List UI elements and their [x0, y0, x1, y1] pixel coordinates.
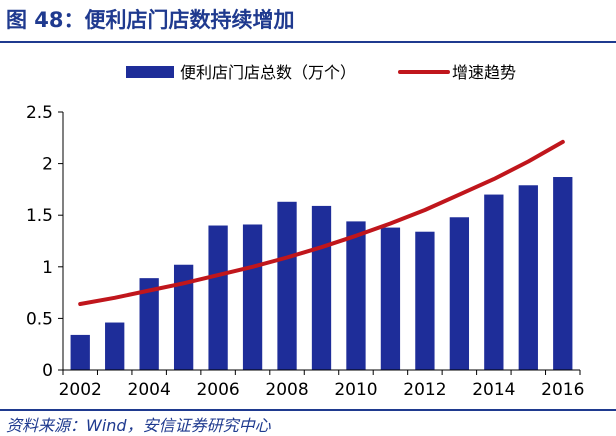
- x-tick-label-2006: 2006: [196, 380, 239, 400]
- bar-2007: [242, 224, 263, 370]
- bar-2016: [553, 177, 573, 370]
- y-tick-label: 2: [42, 155, 53, 175]
- bar-2011: [380, 227, 401, 370]
- bar-2008: [277, 201, 297, 370]
- bar-2012: [415, 231, 435, 370]
- trend-line: [78, 139, 565, 306]
- source-note: 资料来源：Wind，安信证券研究中心: [6, 416, 271, 435]
- bar-2006: [208, 225, 228, 370]
- x-tick-label-2014: 2014: [472, 380, 515, 400]
- source-divider: [0, 409, 616, 411]
- x-tick-label-2004: 2004: [128, 380, 171, 400]
- legend-line-label: 增速趋势: [452, 63, 516, 82]
- chart: 便利店门店总数（万个） 增速趋势 0 0.5 1 1.5 2 2.5 2002 2004 200…: [26, 63, 584, 400]
- y-tick-label: 1.5: [26, 206, 53, 226]
- x-tick-label-2010: 2010: [334, 380, 377, 400]
- bar-2013: [449, 217, 470, 370]
- chart-title: 图 48：便利店门店数持续增加: [6, 8, 295, 32]
- bar-2010: [346, 221, 366, 370]
- plot-area: 0 0.5 1 1.5 2 2.5 2002 2004 2006 2008 2010 2012 2014…: [26, 103, 584, 400]
- legend: 便利店门店总数（万个） 增速趋势: [126, 63, 516, 82]
- bar-2004: [139, 278, 159, 370]
- bar-2003: [105, 322, 125, 370]
- bar-2014: [484, 194, 504, 370]
- title-divider: [0, 41, 616, 43]
- legend-bar-swatch: [126, 66, 174, 78]
- bar-2009: [311, 205, 332, 370]
- y-tick-label: 1: [42, 258, 53, 278]
- y-tick-label: 0.5: [26, 309, 53, 329]
- y-tick-label: 2.5: [26, 103, 53, 123]
- bar-2005: [173, 264, 194, 370]
- bar-2002: [70, 334, 90, 370]
- legend-bar-label: 便利店门店总数（万个）: [180, 63, 356, 82]
- x-tick-label-2016: 2016: [541, 380, 584, 400]
- x-tick-label-2012: 2012: [403, 380, 446, 400]
- x-tick-label-2002: 2002: [59, 380, 102, 400]
- x-tick-label-2008: 2008: [265, 380, 308, 400]
- bar-2015: [518, 185, 538, 370]
- y-tick-label: 0: [42, 361, 53, 381]
